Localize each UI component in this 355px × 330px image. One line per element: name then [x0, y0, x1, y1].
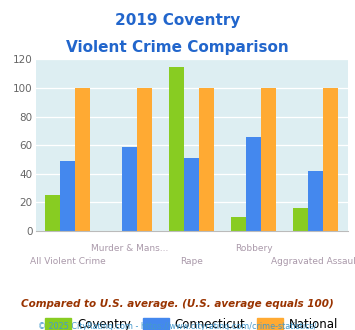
Bar: [184, 158, 199, 231]
Bar: [45, 195, 60, 231]
Bar: [60, 161, 75, 231]
Text: Rape: Rape: [180, 257, 203, 266]
Text: Compared to U.S. average. (U.S. average equals 100): Compared to U.S. average. (U.S. average …: [21, 299, 334, 309]
Text: © 2025 CityRating.com - https://www.cityrating.com/crime-statistics/: © 2025 CityRating.com - https://www.city…: [38, 322, 317, 330]
Bar: [293, 208, 308, 231]
Bar: [323, 88, 338, 231]
Legend: Coventry, Connecticut, National: Coventry, Connecticut, National: [45, 318, 338, 330]
Bar: [122, 147, 137, 231]
Text: Robbery: Robbery: [235, 244, 273, 253]
Bar: [308, 171, 323, 231]
Text: Murder & Mans...: Murder & Mans...: [91, 244, 168, 253]
Bar: [75, 88, 90, 231]
Text: Violent Crime Comparison: Violent Crime Comparison: [66, 40, 289, 54]
Bar: [137, 88, 152, 231]
Bar: [246, 137, 261, 231]
Text: 2019 Coventry: 2019 Coventry: [115, 13, 240, 28]
Text: All Violent Crime: All Violent Crime: [30, 257, 105, 266]
Bar: [261, 88, 276, 231]
Bar: [199, 88, 214, 231]
Bar: [169, 67, 184, 231]
Text: Aggravated Assault: Aggravated Assault: [272, 257, 355, 266]
Bar: [231, 217, 246, 231]
